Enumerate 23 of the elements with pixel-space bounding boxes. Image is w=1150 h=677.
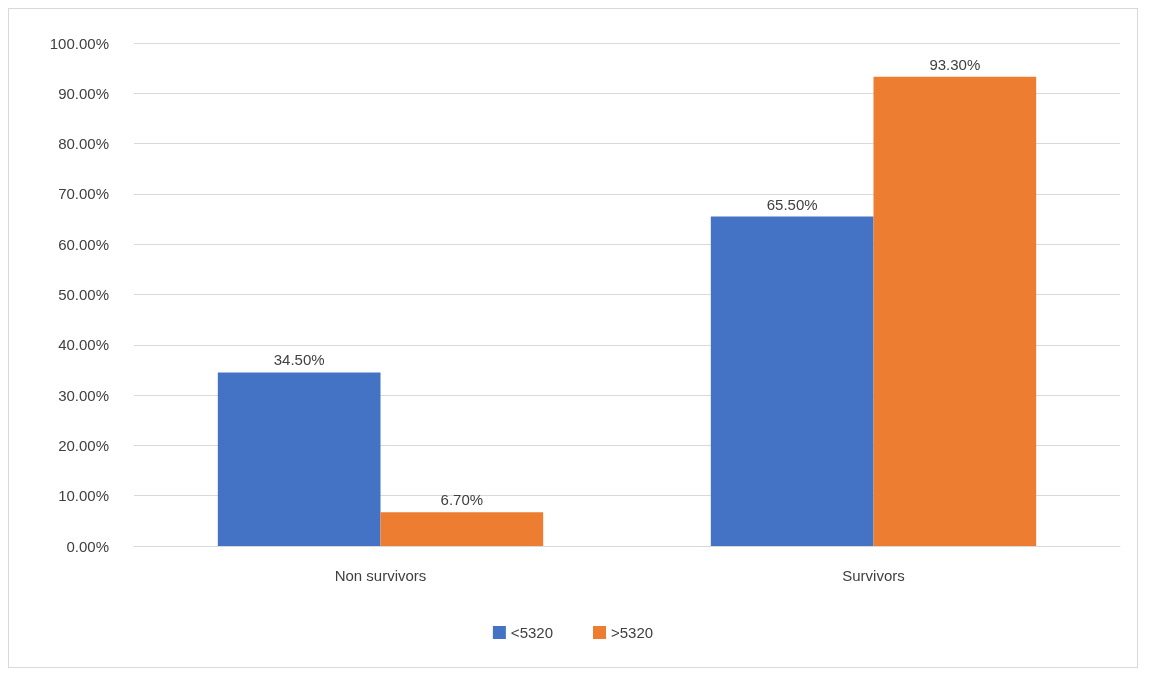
y-tick-label: 80.00% — [58, 135, 109, 153]
bar — [217, 372, 381, 546]
y-tick-label: 70.00% — [58, 185, 109, 203]
y-tick-label: 90.00% — [58, 84, 109, 102]
y-tick-label: 50.00% — [58, 286, 109, 303]
data-label: 65.50% — [766, 195, 818, 213]
y-tick-label: 40.00% — [58, 336, 109, 354]
y-tick-label: 0.00% — [66, 537, 109, 555]
bar — [710, 216, 874, 546]
x-tick-label: Survivors — [842, 567, 905, 584]
y-tick-label: 100.00% — [49, 34, 109, 52]
data-label: 6.70% — [440, 491, 484, 509]
y-tick-label: 60.00% — [58, 235, 109, 253]
bar — [873, 76, 1037, 546]
y-tick-label: 10.00% — [58, 487, 109, 505]
legend-label: >5320 — [611, 624, 654, 641]
legend-label: <5320 — [510, 624, 554, 641]
y-tick-label: 20.00% — [58, 436, 109, 454]
data-label: 93.30% — [929, 55, 981, 73]
x-tick-label: Non survivors — [334, 567, 427, 584]
y-tick-label: 30.00% — [58, 386, 109, 404]
data-label: 34.50% — [273, 351, 325, 369]
bar — [380, 512, 544, 546]
